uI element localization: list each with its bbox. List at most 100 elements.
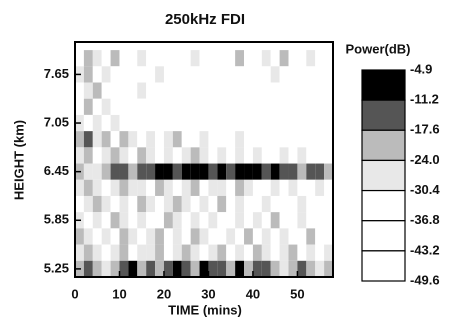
heatmap-cell [163, 228, 173, 245]
heatmap-cell [279, 50, 289, 67]
colorbar-label: -36.8 [410, 212, 440, 227]
heatmap-cell [261, 195, 271, 213]
heatmap-cell [101, 114, 111, 132]
heatmap-cell [199, 195, 209, 213]
heatmap-cell [324, 50, 333, 67]
heatmap-cell [279, 98, 289, 115]
heatmap-cell [324, 82, 333, 99]
heatmap-cell [324, 260, 333, 277]
heatmap-cell [199, 179, 209, 196]
heatmap-cell [75, 147, 84, 164]
heatmap-cell [252, 82, 262, 99]
heatmap-cell [235, 179, 245, 196]
heatmap-cell [297, 147, 307, 164]
heatmap-cell [137, 147, 147, 164]
heatmap-cell [199, 114, 209, 132]
heatmap-cell [155, 82, 164, 99]
heatmap-cell [128, 179, 138, 196]
heatmap-cell [297, 66, 307, 83]
heatmap-cell [244, 131, 253, 148]
heatmap-cell [208, 131, 218, 148]
heatmap-cell [75, 228, 84, 245]
heatmap-cell [92, 179, 102, 196]
heatmap-cell [199, 244, 209, 261]
heatmap-cell [235, 114, 245, 132]
heatmap-cell [208, 244, 218, 261]
heatmap-cell [252, 244, 262, 261]
heatmap-cell [315, 131, 325, 148]
heatmap-cell [297, 98, 307, 115]
colorbar-box [361, 250, 406, 282]
heatmap-cell [190, 212, 200, 229]
heatmap-cell [75, 82, 84, 99]
heatmap-cell [324, 228, 333, 245]
heatmap-cell [279, 82, 289, 99]
heatmap-cell [92, 147, 102, 164]
heatmap-cell [155, 147, 164, 164]
heatmap-cell [244, 66, 253, 83]
heatmap-cell [181, 228, 191, 245]
heatmap-cell [226, 163, 236, 180]
heatmap-cell [110, 147, 120, 164]
heatmap-cell [190, 82, 200, 99]
heatmap-cell [217, 228, 227, 245]
heatmap-cell [261, 163, 271, 180]
heatmap-cell [252, 179, 262, 196]
heatmap-cell [270, 98, 280, 115]
heatmap-cell [270, 131, 280, 148]
heatmap-cell [128, 163, 138, 180]
x-tick-label: 10 [112, 286, 126, 301]
heatmap-cell [128, 212, 138, 229]
heatmap-cell [181, 244, 191, 261]
heatmap-cell [270, 163, 280, 180]
heatmap-cell [137, 131, 147, 148]
heatmap-cell [163, 163, 173, 180]
heatmap-cell [128, 195, 138, 213]
heatmap-cell [128, 260, 138, 277]
heatmap-cell [119, 98, 129, 115]
heatmap-cell [279, 195, 289, 213]
heatmap-cell [226, 66, 236, 83]
heatmap-cell [146, 98, 156, 115]
colorbar-title: Power(dB) [346, 41, 411, 56]
heatmap-cell [270, 114, 280, 132]
heatmap-cell [92, 163, 102, 180]
heatmap-cell [119, 131, 129, 148]
heatmap-cell [226, 195, 236, 213]
heatmap-cell [128, 82, 138, 99]
heatmap-cell [279, 147, 289, 164]
heatmap-cell [101, 147, 111, 164]
heatmap-cell [83, 131, 93, 148]
heatmap-cell [270, 50, 280, 67]
heatmap-cell [315, 98, 325, 115]
heatmap-cell [181, 179, 191, 196]
heatmap-cell [110, 66, 120, 83]
heatmap-cell [217, 98, 227, 115]
y-tick-label: 5.25 [44, 260, 69, 275]
heatmap-cell [92, 244, 102, 261]
heatmap-cell [306, 179, 316, 196]
heatmap-cell [288, 114, 298, 132]
heatmap-cell [288, 179, 298, 196]
heatmap-cell [324, 66, 333, 83]
heatmap-cell [306, 98, 316, 115]
heatmap-cell [101, 179, 111, 196]
heatmap-cell [261, 66, 271, 83]
heatmap-cell [119, 212, 129, 229]
heatmap-cell [324, 131, 333, 148]
heatmap-cell [119, 163, 129, 180]
heatmap-cell [288, 82, 298, 99]
heatmap-cell [83, 179, 93, 196]
heatmap-cell [137, 244, 147, 261]
heatmap-cell [315, 244, 325, 261]
heatmap-cell [83, 260, 93, 277]
heatmap-cell [279, 212, 289, 229]
heatmap-cell [101, 260, 111, 277]
heatmap-cell [146, 50, 156, 67]
heatmap-cell [92, 260, 102, 277]
heatmap-cell [235, 131, 245, 148]
heatmap-cell [181, 66, 191, 83]
heatmap-cell [83, 147, 93, 164]
heatmap-cell [235, 195, 245, 213]
heatmap-cell [306, 195, 316, 213]
